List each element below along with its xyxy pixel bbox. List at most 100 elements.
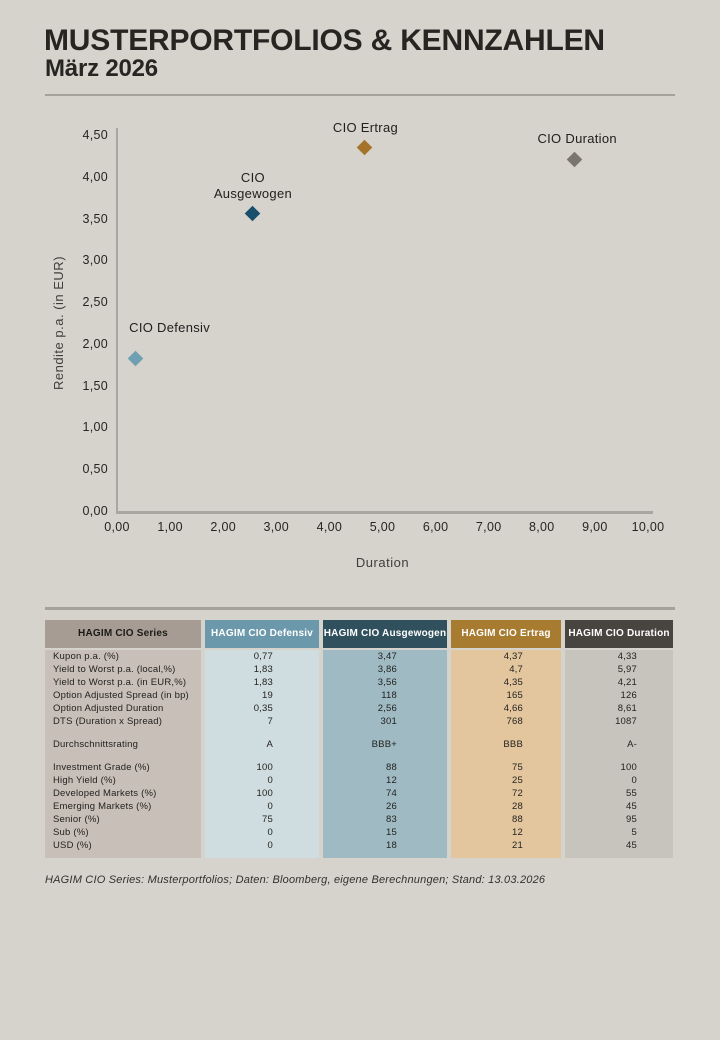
table-divider [45, 607, 675, 610]
metric-value: 4,37 [451, 650, 561, 663]
metric-value: 126 [565, 689, 673, 702]
metric-value: 0 [565, 774, 673, 787]
x-tick-label: 7,00 [475, 520, 502, 534]
metric-value: 72 [451, 787, 561, 800]
metric-value: 88 [323, 761, 447, 774]
row-label: Option Adjusted Spread (in bp) [45, 689, 201, 702]
metric-value: 5 [565, 826, 673, 839]
spacer-cell [323, 852, 447, 858]
row-label: Emerging Markets (%) [45, 800, 201, 813]
scatter-chart: Rendite p.a. (in EUR) Duration 0,00 0,50 1… [0, 100, 720, 580]
metric-value: 100 [205, 761, 319, 774]
metric-value: 4,35 [451, 676, 561, 689]
spacer-cell [565, 751, 673, 761]
x-tick-label: 2,00 [210, 520, 236, 534]
metric-value: 75 [205, 813, 319, 826]
spacer-cell [45, 852, 201, 858]
metric-value: 4,7 [451, 663, 561, 676]
y-tick-label: 3,00 [82, 253, 108, 268]
metric-value: 45 [565, 839, 673, 852]
metric-value: 95 [565, 813, 673, 826]
spacer-cell [565, 852, 673, 858]
y-tick-label: 2,50 [82, 295, 108, 310]
metric-value: 45 [565, 800, 673, 813]
metric-value: 100 [565, 761, 673, 774]
y-tick-label: 0,00 [82, 504, 108, 518]
data-point-cio-defensiv [127, 350, 144, 366]
metric-value: 0 [205, 800, 319, 813]
row-label: USD (%) [45, 839, 201, 852]
y-axis-line [116, 128, 118, 513]
x-tick-label: 3,00 [263, 520, 290, 534]
metric-value: 26 [323, 800, 447, 813]
data-point-cio-ausgewogen [245, 205, 261, 222]
metric-value: 83 [323, 813, 447, 826]
spacer-cell [205, 728, 319, 738]
row-label: Durchschnittsrating [45, 738, 201, 751]
metric-value: 4,66 [451, 702, 561, 715]
x-axis-line [116, 511, 653, 514]
spacer-cell [323, 728, 447, 738]
point-label: CIO Defensiv [129, 320, 211, 336]
column-header: HAGIM CIO Duration [565, 620, 673, 648]
source-footnote: HAGIM CIO Series: Musterportfolios; Date… [45, 874, 546, 886]
y-tick-label: 4,00 [82, 169, 108, 184]
spacer-cell [45, 751, 201, 761]
metric-value: 0,35 [205, 702, 319, 715]
metric-value: 12 [451, 826, 561, 839]
data-point-cio-duration [566, 151, 582, 167]
x-tick-label: 9,00 [582, 520, 608, 534]
row-label: Sub (%) [45, 826, 201, 839]
metric-value: 3,86 [323, 663, 447, 676]
row-label: DTS (Duration x Spread) [45, 715, 201, 728]
x-axis-title: Duration [355, 555, 410, 570]
metric-value: 1,83 [205, 663, 319, 676]
table-corner-header: HAGIM CIO Series [45, 620, 201, 648]
y-tick-label: 1,50 [82, 378, 108, 393]
row-label: Senior (%) [45, 813, 201, 826]
metric-value: 74 [323, 787, 447, 800]
y-tick-label: 0,50 [82, 462, 108, 477]
point-label: CIO Ausgewogen [213, 169, 293, 201]
portfolio-metrics-table: HAGIM CIO Series HAGIM CIO Defensiv HAGIM … [45, 620, 677, 858]
row-label: Yield to Worst p.a. (local,%) [45, 663, 201, 676]
metric-value: 25 [451, 774, 561, 787]
x-tick-label: 4,00 [316, 520, 343, 534]
metric-value: 8,61 [565, 702, 673, 715]
row-label: High Yield (%) [45, 774, 201, 787]
spacer-cell [205, 852, 319, 858]
metric-value: 5,97 [565, 663, 673, 676]
metric-value: 15 [323, 826, 447, 839]
data-point-cio-ertrag [356, 139, 373, 156]
metric-value: 18 [323, 839, 447, 852]
spacer-cell [451, 728, 561, 738]
column-header: HAGIM CIO Ausgewogen [323, 620, 447, 648]
metric-value: 0 [205, 839, 319, 852]
y-tick-label: 4,50 [82, 128, 108, 142]
spacer-cell [45, 728, 201, 738]
metric-value: 1,83 [205, 676, 319, 689]
metric-value: 3,47 [323, 650, 447, 663]
metric-value: 2,56 [323, 702, 447, 715]
x-tick-label: 5,00 [369, 520, 396, 534]
metric-value: 19 [205, 689, 319, 702]
metric-value: A [205, 738, 319, 751]
spacer-cell [323, 751, 447, 761]
column-header: HAGIM CIO Ertrag [451, 620, 561, 648]
metric-value: 0 [205, 826, 319, 839]
metric-value: 4,21 [565, 676, 673, 689]
metric-value: BBB+ [323, 738, 447, 751]
metric-value: 768 [451, 715, 561, 728]
row-label: Developed Markets (%) [45, 787, 201, 800]
page-subtitle: März 2026 [45, 55, 158, 82]
spacer-cell [451, 852, 561, 858]
row-label: Kupon p.a. (%) [45, 650, 201, 663]
metric-value: 75 [451, 761, 561, 774]
spacer-cell [205, 751, 319, 761]
spacer-cell [451, 751, 561, 761]
column-header: HAGIM CIO Defensiv [205, 620, 319, 648]
x-tick-label: 10,00 [631, 520, 665, 534]
x-tick-label: 0,00 [104, 520, 130, 534]
metric-value: 1087 [565, 715, 673, 728]
y-tick-label: 1,00 [82, 420, 108, 435]
